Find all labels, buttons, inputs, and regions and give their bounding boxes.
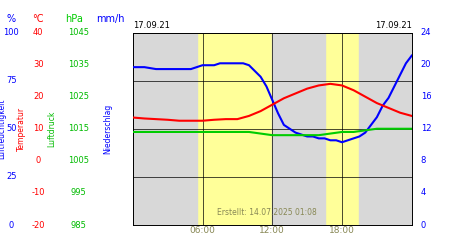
- Text: 10: 10: [33, 124, 44, 133]
- Text: 1045: 1045: [68, 28, 89, 37]
- Text: 24: 24: [421, 28, 431, 37]
- Text: 40: 40: [33, 28, 44, 37]
- Text: 4: 4: [421, 188, 426, 198]
- Text: -20: -20: [32, 220, 45, 230]
- Text: 12: 12: [421, 124, 431, 133]
- Text: 1015: 1015: [68, 124, 89, 133]
- Text: 1005: 1005: [68, 156, 89, 165]
- Text: 20: 20: [421, 60, 431, 69]
- Bar: [272, 32, 324, 225]
- Text: 25: 25: [6, 172, 17, 182]
- Text: 16: 16: [421, 92, 432, 101]
- Text: mm/h: mm/h: [96, 14, 125, 24]
- Text: 985: 985: [71, 220, 87, 230]
- Text: 17.09.21: 17.09.21: [375, 20, 412, 30]
- Text: 0: 0: [36, 156, 41, 165]
- Text: 995: 995: [71, 188, 86, 198]
- Text: Erstellt: 14.07.2025 01:08: Erstellt: 14.07.2025 01:08: [217, 208, 316, 217]
- Text: 1025: 1025: [68, 92, 89, 101]
- Text: hPa: hPa: [65, 14, 83, 24]
- Text: 1035: 1035: [68, 60, 89, 69]
- Bar: [324, 32, 360, 225]
- Text: 100: 100: [4, 28, 19, 37]
- Text: Luftfeuchtigkeit: Luftfeuchtigkeit: [0, 98, 7, 159]
- Text: -10: -10: [32, 188, 45, 198]
- Text: 50: 50: [6, 124, 17, 133]
- Bar: [360, 32, 412, 225]
- Text: 75: 75: [6, 76, 17, 85]
- Bar: [133, 32, 197, 225]
- Bar: [197, 32, 272, 225]
- Text: %: %: [7, 14, 16, 24]
- Text: Niederschlag: Niederschlag: [104, 104, 112, 154]
- Text: 20: 20: [33, 92, 44, 101]
- Text: Luftdruck: Luftdruck: [47, 110, 56, 147]
- Text: 17.09.21: 17.09.21: [133, 20, 170, 30]
- Text: Temperatur: Temperatur: [17, 107, 26, 151]
- Text: 8: 8: [421, 156, 426, 165]
- Text: 0: 0: [9, 220, 14, 230]
- Text: °C: °C: [32, 14, 44, 24]
- Text: 0: 0: [421, 220, 426, 230]
- Text: 30: 30: [33, 60, 44, 69]
